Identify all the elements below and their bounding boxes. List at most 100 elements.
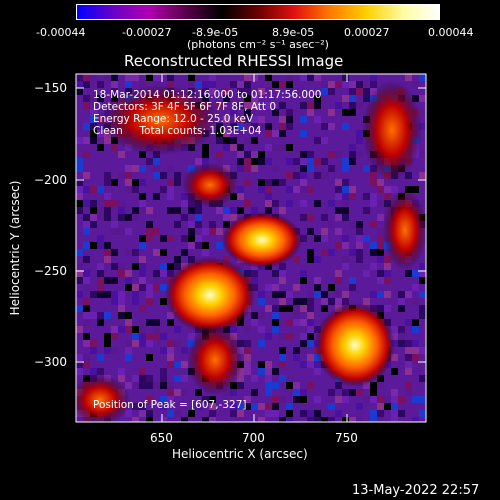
image-pixel [230, 109, 237, 116]
image-pixel [146, 284, 153, 291]
image-pixel [377, 305, 384, 312]
image-pixel [321, 81, 328, 88]
image-pixel [391, 403, 398, 410]
image-pixel [251, 151, 258, 158]
image-pixel [314, 137, 321, 144]
image-pixel [125, 312, 132, 319]
image-pixel [216, 123, 223, 130]
image-pixel [293, 382, 300, 389]
image-pixel [83, 305, 90, 312]
y-tick-label: −200 [34, 173, 67, 187]
image-pixel [412, 340, 419, 347]
image-pixel [412, 186, 419, 193]
colorbar-tick-label: -0.00044 [36, 26, 86, 39]
image-pixel [223, 256, 230, 263]
image-pixel [314, 256, 321, 263]
image-pixel [265, 102, 272, 109]
image-pixel [83, 214, 90, 221]
image-pixel [342, 235, 349, 242]
image-pixel [293, 256, 300, 263]
image-pixel [314, 235, 321, 242]
image-pixel [111, 263, 118, 270]
image-pixel [258, 340, 265, 347]
image-pixel [181, 389, 188, 396]
image-pixel [356, 137, 363, 144]
image-pixel [125, 186, 132, 193]
image-pixel [160, 347, 167, 354]
image-pixel [244, 151, 251, 158]
image-pixel [363, 193, 370, 200]
image-pixel [223, 221, 230, 228]
image-pixel [370, 417, 377, 422]
image-pixel [384, 291, 391, 298]
image-pixel [321, 235, 328, 242]
image-pixel [286, 305, 293, 312]
image-pixel [272, 312, 279, 319]
image-pixel [272, 165, 279, 172]
image-pixel [90, 137, 97, 144]
image-pixel [321, 291, 328, 298]
image-pixel [237, 403, 244, 410]
image-pixel [90, 109, 97, 116]
image-pixel [118, 368, 125, 375]
image-pixel [300, 172, 307, 179]
image-pixel [251, 312, 258, 319]
image-pixel [118, 200, 125, 207]
image-pixel [244, 81, 251, 88]
image-pixel [202, 158, 209, 165]
image-pixel [132, 340, 139, 347]
image-pixel [174, 207, 181, 214]
image-pixel [237, 263, 244, 270]
image-pixel [279, 116, 286, 123]
image-pixel [342, 242, 349, 249]
image-pixel [104, 249, 111, 256]
image-pixel [300, 102, 307, 109]
image-pixel [258, 158, 265, 165]
source-right-edge [383, 190, 426, 270]
image-pixel [244, 347, 251, 354]
image-pixel [237, 81, 244, 88]
colorbar-tick-label: 0.00027 [344, 26, 390, 39]
image-pixel [384, 277, 391, 284]
image-pixel [335, 151, 342, 158]
image-pixel [230, 123, 237, 130]
image-pixel [258, 361, 265, 368]
image-pixel [90, 368, 97, 375]
image-pixel [398, 410, 405, 417]
image-pixel [342, 74, 349, 81]
image-pixel [307, 109, 314, 116]
image-pixel [76, 88, 83, 95]
image-pixel [286, 200, 293, 207]
image-pixel [412, 95, 419, 102]
image-pixel [349, 158, 356, 165]
image-pixel [272, 109, 279, 116]
overlay-counts: Clean Total counts: 1.03E+04 [93, 125, 262, 137]
image-pixel [146, 158, 153, 165]
image-pixel [97, 277, 104, 284]
image-pixel [167, 361, 174, 368]
image-pixel [188, 81, 195, 88]
image-pixel [195, 242, 202, 249]
image-pixel [412, 81, 419, 88]
image-pixel [237, 340, 244, 347]
image-pixel [132, 417, 139, 422]
image-pixel [174, 172, 181, 179]
image-pixel [314, 172, 321, 179]
colorbar [76, 4, 440, 20]
image-pixel [146, 396, 153, 403]
image-pixel [160, 333, 167, 340]
image-pixel [76, 193, 83, 200]
image-pixel [328, 151, 335, 158]
image-pixel [83, 200, 90, 207]
image-pixel [104, 214, 111, 221]
image-pixel [244, 396, 251, 403]
image-pixel [251, 375, 258, 382]
image-pixel [419, 123, 426, 130]
image-pixel [83, 151, 90, 158]
image-pixel [139, 305, 146, 312]
image-pixel [272, 284, 279, 291]
image-pixel [356, 242, 363, 249]
image-pixel [237, 88, 244, 95]
image-pixel [377, 242, 384, 249]
image-pixel [321, 228, 328, 235]
